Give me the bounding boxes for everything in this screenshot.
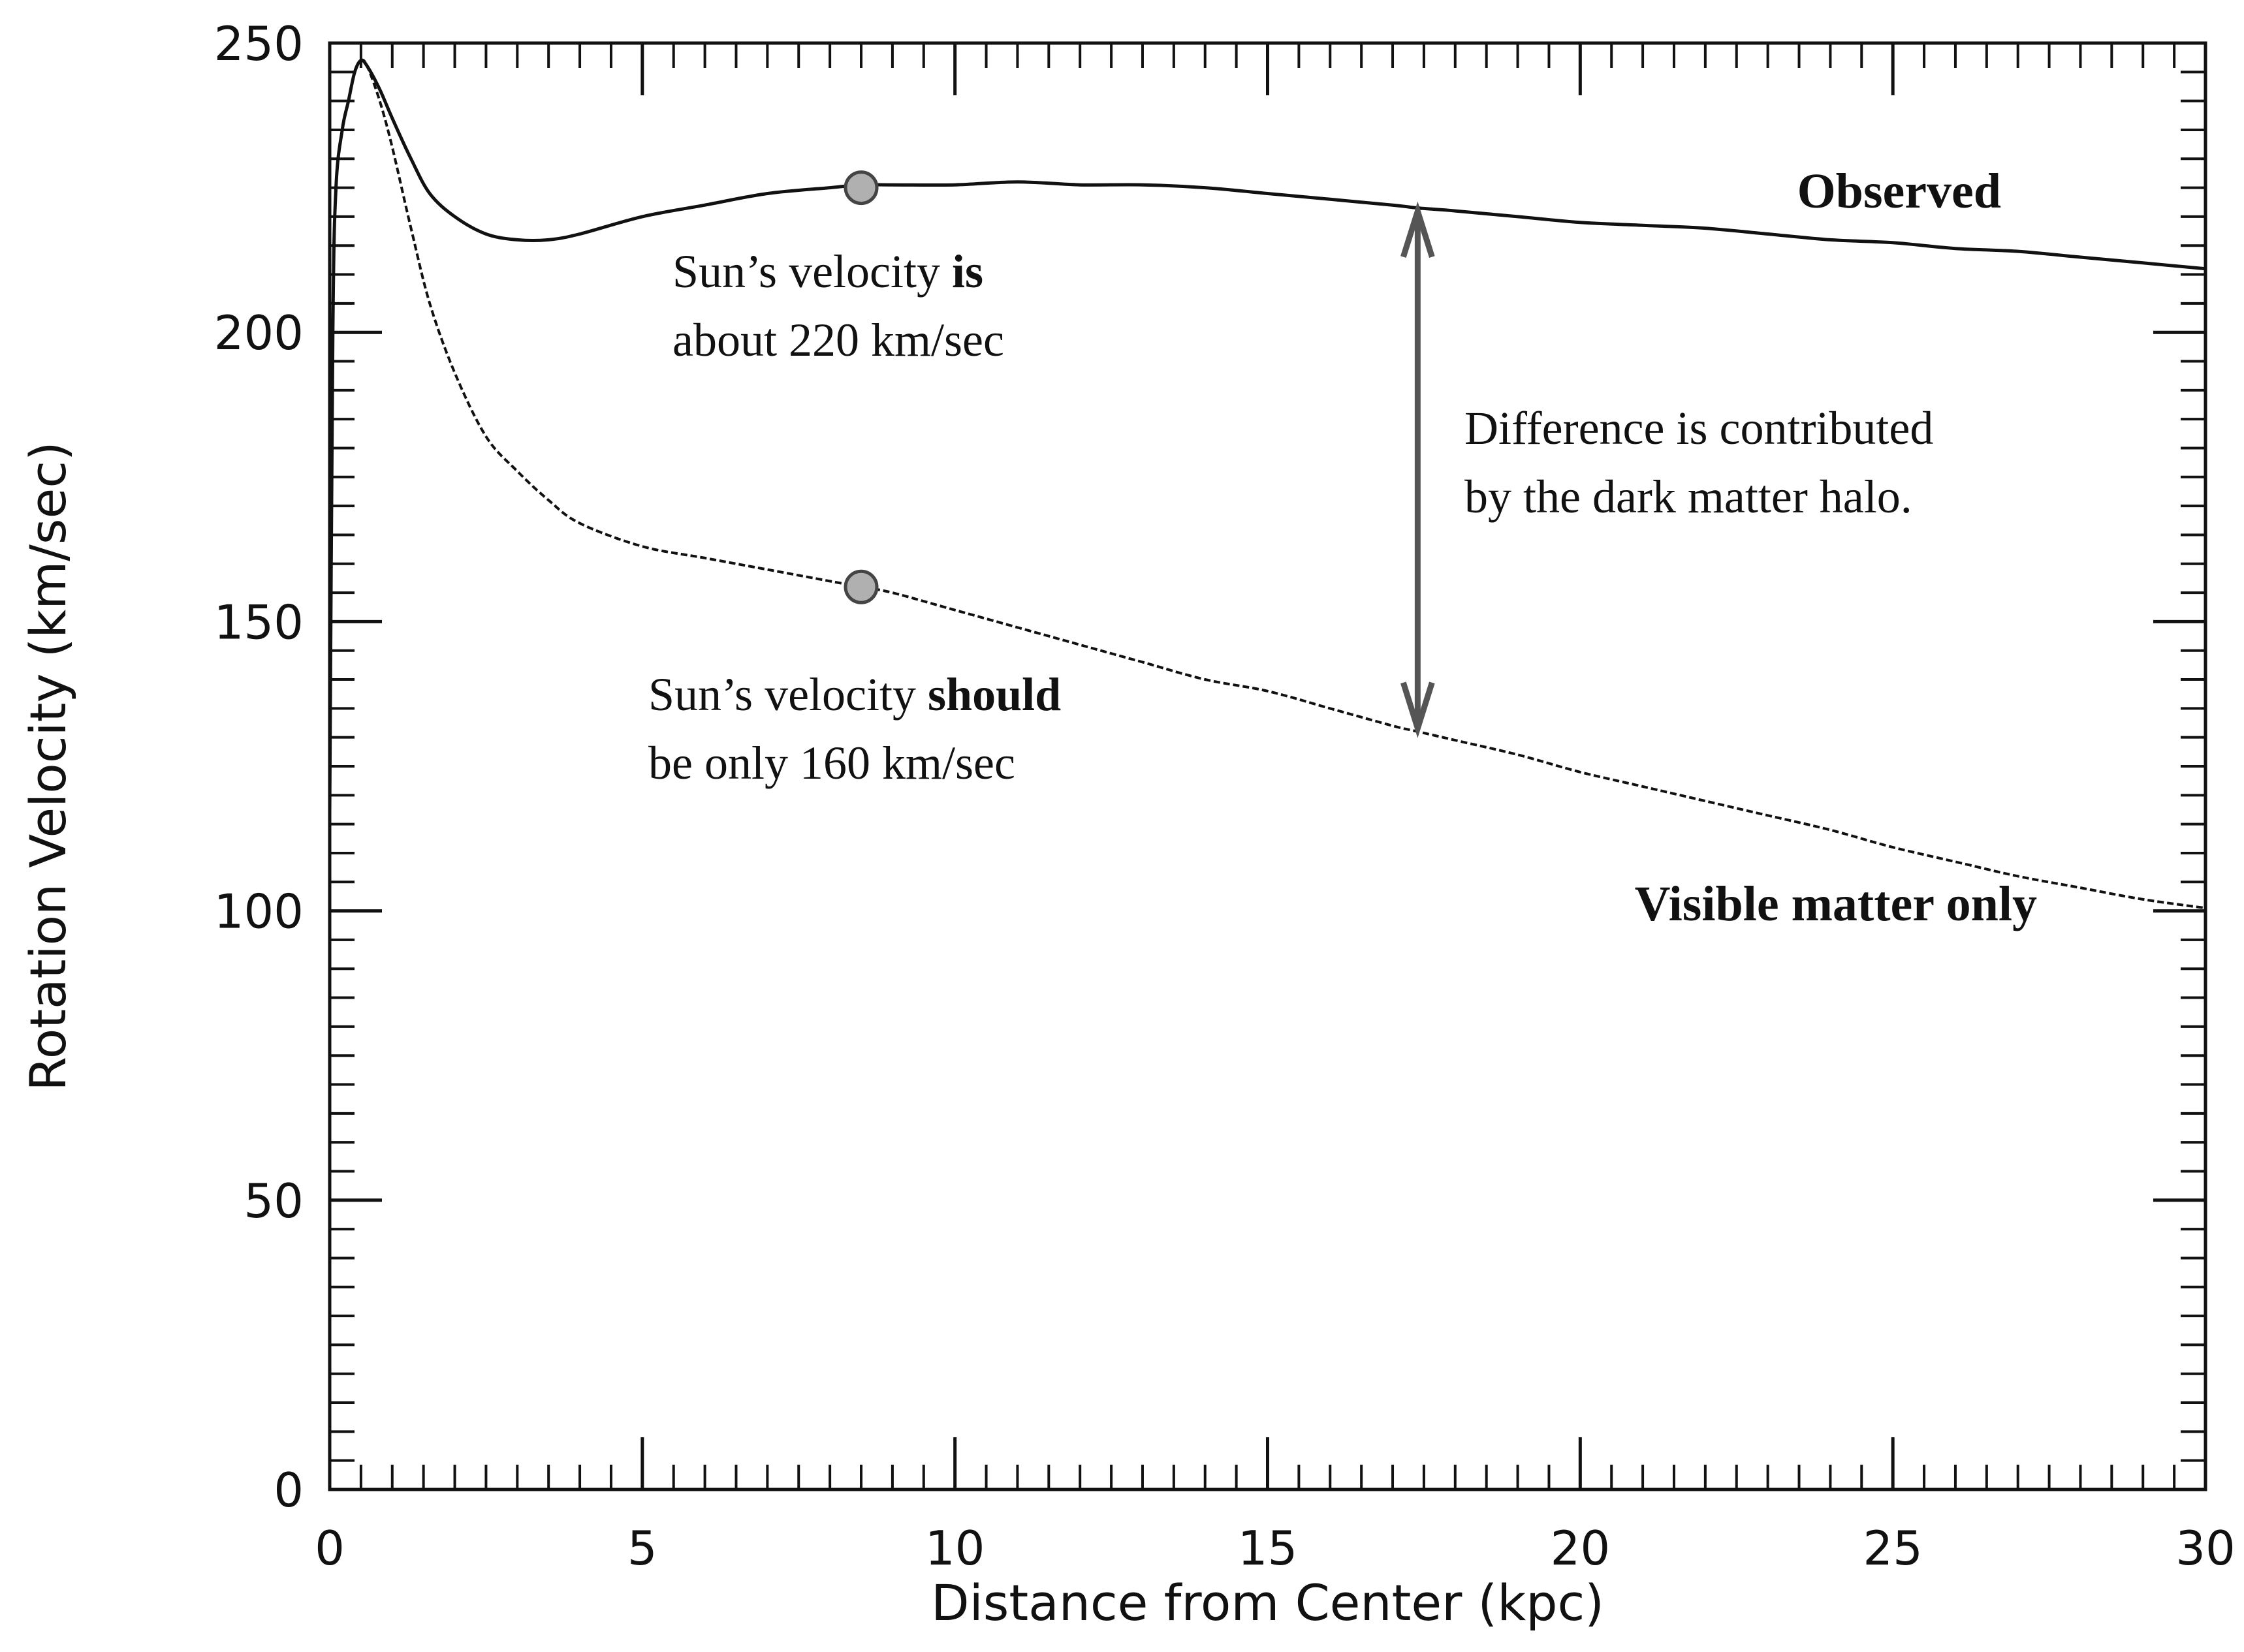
sun-observed-annotation-bold: is bbox=[952, 245, 983, 298]
sun-point-observed bbox=[844, 170, 879, 206]
sun-observed-annotation-line1: Sun’s velocity is bbox=[672, 245, 983, 298]
y-tick-label: 50 bbox=[244, 1174, 304, 1228]
x-axis-label: Distance from Center (kpc) bbox=[931, 1574, 1604, 1632]
y-tick-label: 150 bbox=[214, 595, 304, 649]
x-tick-label: 10 bbox=[925, 1521, 985, 1576]
observed-label: Observed bbox=[1797, 164, 2001, 219]
sun-visible-annotation-pre: Sun’s velocity bbox=[648, 668, 928, 721]
x-tick-label: 0 bbox=[315, 1521, 345, 1576]
difference-arrow-head-bottom bbox=[1400, 681, 1435, 738]
major-ticks bbox=[328, 41, 2207, 1491]
sun-observed-annotation-pre: Sun’s velocity bbox=[672, 245, 952, 298]
y-tick-label: 250 bbox=[214, 16, 304, 71]
difference-annotation-line2: by the dark matter halo. bbox=[1464, 471, 1912, 523]
sun-observed-annotation-line2: about 220 km/sec bbox=[672, 314, 1004, 366]
x-tick-label: 20 bbox=[1551, 1521, 1611, 1576]
difference-annotation-line1: Difference is contributed bbox=[1464, 402, 1933, 454]
x-tick-label: 15 bbox=[1238, 1521, 1298, 1576]
x-tick-label: 5 bbox=[627, 1521, 657, 1576]
x-tick-label: 25 bbox=[1863, 1521, 1923, 1576]
y-axis-label: Rotation Velocity (km/sec) bbox=[19, 441, 77, 1091]
difference-arrow-head-top bbox=[1400, 201, 1435, 258]
y-tick-label: 0 bbox=[274, 1463, 304, 1518]
y-tick-label: 100 bbox=[214, 884, 304, 939]
sun-point-visible bbox=[844, 569, 879, 604]
visible-matter-label: Visible matter only bbox=[1635, 877, 2037, 931]
y-tick-label: 200 bbox=[214, 305, 304, 360]
sun-visible-annotation-bold: should bbox=[928, 668, 1061, 721]
sun-visible-annotation-line1: Sun’s velocity should bbox=[648, 668, 1061, 721]
minor-ticks bbox=[330, 43, 2205, 1489]
sun-visible-annotation-line2: be only 160 km/sec bbox=[648, 737, 1015, 789]
plot-frame bbox=[328, 41, 2207, 1491]
series-layer bbox=[328, 58, 2206, 910]
annotation-layer: Observed Visible matter only Sun’s veloc… bbox=[648, 164, 2037, 931]
tick-labels: 0 5 10 15 20 25 30 0 50 100 150 200 250 bbox=[214, 16, 2236, 1576]
x-tick-label: 30 bbox=[2175, 1521, 2236, 1576]
